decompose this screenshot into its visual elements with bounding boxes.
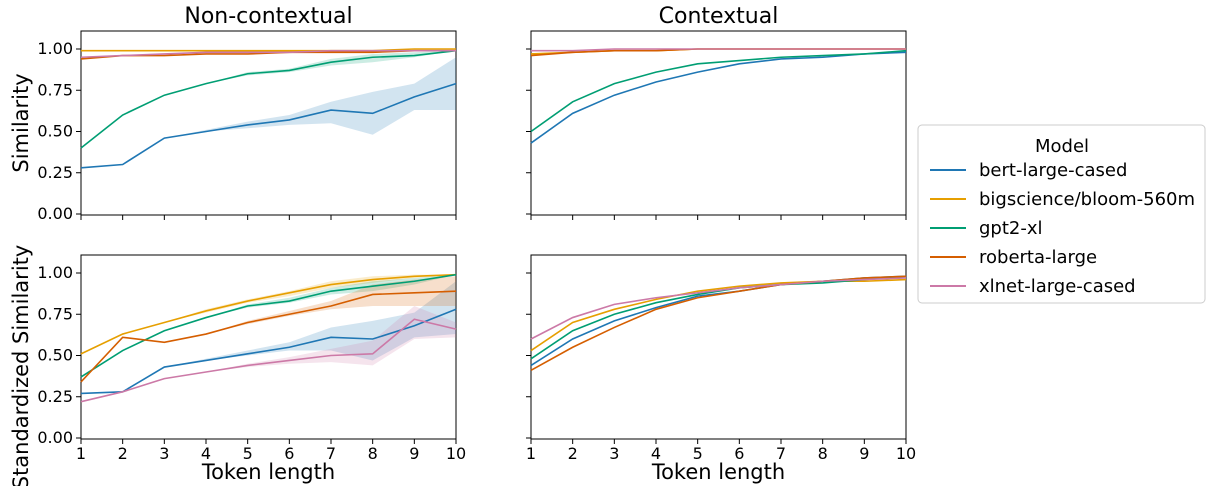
ci-band-xlnet-large-cased	[81, 306, 456, 402]
legend-label: xlnet-large-cased	[979, 276, 1136, 297]
y-tick-label: 1.00	[37, 39, 73, 58]
series-line-bigscience-bloom-560m	[81, 48, 456, 52]
x-tick-label: 4	[651, 444, 661, 463]
series-line-bert-large-cased	[80, 308, 457, 395]
plot-frame	[530, 30, 907, 216]
y-axis-title: Standardized Similarity	[9, 245, 33, 486]
panel-4: 1 2 3 4 5 6 7 8 9 10 Token length	[526, 254, 916, 484]
x-tick-label: 7	[776, 444, 786, 463]
plot-frame	[80, 254, 457, 440]
legend-frame	[917, 124, 1206, 304]
x-tick-label: 1	[526, 444, 536, 463]
x-tick-label: 10	[446, 444, 466, 463]
ci-band-bert-large-cased	[81, 281, 456, 394]
series-line-gpt2-xl	[80, 273, 457, 378]
y-axis-title: Similarity	[9, 73, 33, 172]
series-line-gpt2-xl	[530, 49, 907, 133]
x-tick-label: 6	[734, 444, 744, 463]
x-tick-label: 3	[609, 444, 619, 463]
x-tick-label: 5	[693, 444, 703, 463]
y-tick-label: 0.50	[37, 346, 73, 365]
series-line-roberta-large	[80, 49, 456, 60]
y-tick-label: 0.75	[37, 80, 73, 99]
plot-frame	[530, 254, 907, 440]
legend: Model bert-large-cased bigscience/bloom-5…	[917, 124, 1206, 304]
panel-1: 0.00 0.25 0.50 0.75 1.00 Non-contextual Simila…	[9, 4, 457, 223]
x-axis-title: Token length	[651, 460, 785, 484]
x-tick-label: 3	[159, 444, 169, 463]
x-tick-label: 1	[76, 444, 86, 463]
x-tick-label: 2	[118, 444, 128, 463]
x-tick-label: 9	[409, 444, 419, 463]
ci-band-roberta-large	[81, 276, 456, 382]
legend-label: gpt2-xl	[979, 218, 1043, 239]
x-tick-label: 4	[201, 444, 211, 463]
x-tick-label: 9	[859, 444, 869, 463]
series-line-bert-large-cased	[530, 51, 907, 144]
series-line-xlnet-large-cased	[530, 277, 907, 340]
x-tick-label: 8	[818, 444, 828, 463]
series-line-gpt2-xl	[80, 49, 457, 149]
y-tick-label: 0.25	[37, 387, 73, 406]
panel-title: Non-contextual	[184, 4, 352, 29]
y-tick-label: 1.00	[37, 263, 73, 282]
y-tick-label: 0.00	[37, 428, 73, 447]
series-line-bert-large-cased	[80, 82, 457, 169]
x-tick-label: 2	[568, 444, 578, 463]
series-line-xlnet-large-cased	[80, 318, 457, 403]
y-tick-label: 0.50	[37, 122, 73, 141]
legend-label: roberta-large	[979, 247, 1097, 268]
y-tick-label: 0.25	[37, 163, 73, 182]
x-axis-title: Token length	[201, 460, 335, 484]
legend-label: bigscience/bloom-560m	[979, 189, 1195, 210]
x-tick-label: 5	[243, 444, 253, 463]
x-tick-label: 7	[326, 444, 336, 463]
y-tick-label: 0.00	[37, 204, 73, 223]
series-line-gpt2-xl	[530, 275, 907, 360]
legend-title: Model	[1035, 136, 1089, 157]
series-line-xlnet-large-cased	[80, 49, 456, 59]
panel-3: 1 2 3 4 5 6 7 8 9 10 0.00 0.25 0.50 0.75 1.00 Token len…	[9, 245, 466, 486]
series-line-bigscience-bloom-560m	[80, 273, 457, 355]
x-tick-label: 8	[368, 444, 378, 463]
x-tick-label: 10	[896, 444, 916, 463]
plot-frame	[80, 30, 457, 216]
series-line-xlnet-large-cased	[531, 48, 906, 52]
legend-label: bert-large-cased	[979, 160, 1127, 181]
panel-2: Contextual	[526, 4, 907, 220]
y-tick-label: 0.75	[37, 304, 73, 323]
panel-title: Contextual	[659, 4, 779, 29]
series-line-roberta-large	[80, 290, 457, 383]
ci-band-bert-large-cased	[81, 57, 456, 168]
x-tick-label: 6	[284, 444, 294, 463]
series-line-roberta-large	[530, 275, 907, 372]
